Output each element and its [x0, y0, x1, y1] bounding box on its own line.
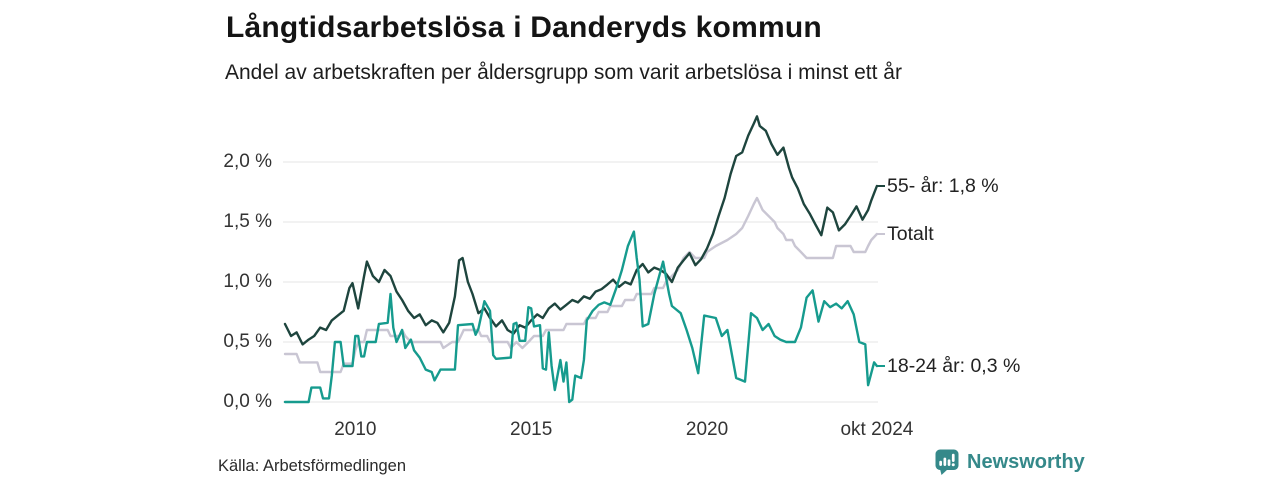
series-line-totalt	[283, 196, 879, 374]
series-dash-icon	[877, 365, 885, 367]
series-end-label-text: Totalt	[887, 223, 934, 245]
chart-subtitle: Andel av arbetskraften per åldersgrupp s…	[225, 61, 902, 84]
series-end-label-text: 18-24 år: 0,3 %	[887, 355, 1021, 377]
x-axis-tick-label: 2010	[334, 419, 377, 440]
x-axis-tick-label: 2020	[685, 419, 729, 440]
series-dash-icon	[877, 185, 885, 187]
y-axis-tick-label: 0,0 %	[223, 391, 272, 412]
series-end-label-text: 55- år: 1,8 %	[887, 175, 999, 197]
y-axis-tick-label: 1,0 %	[223, 271, 272, 292]
newsworthy-wordmark: Newsworthy	[967, 450, 1085, 473]
series-end-label-totalt: Totalt	[877, 221, 934, 247]
series-line-18-24-ar	[283, 230, 879, 404]
series-dash-icon	[877, 233, 885, 235]
chart-title: Långtidsarbetslösa i Danderyds kommun	[226, 11, 822, 44]
newsworthy-logo: Newsworthy	[935, 449, 1085, 475]
source-note: Källa: Arbetsförmedlingen	[218, 457, 407, 475]
x-axis-tick-label: 2015	[510, 419, 553, 440]
series-end-label-18-24-ar: 18-24 år: 0,3 %	[877, 353, 1020, 379]
y-axis-tick-label: 2,0 %	[223, 151, 272, 172]
newsworthy-bar-chart-icon	[935, 449, 959, 475]
series-line-55-ar	[283, 115, 879, 346]
x-axis-tick-label: okt 2024	[840, 419, 914, 440]
y-axis-tick-label: 1,5 %	[223, 211, 272, 232]
y-axis-tick-label: 0,5 %	[223, 331, 272, 352]
series-end-label-55-ar: 55- år: 1,8 %	[877, 173, 999, 199]
